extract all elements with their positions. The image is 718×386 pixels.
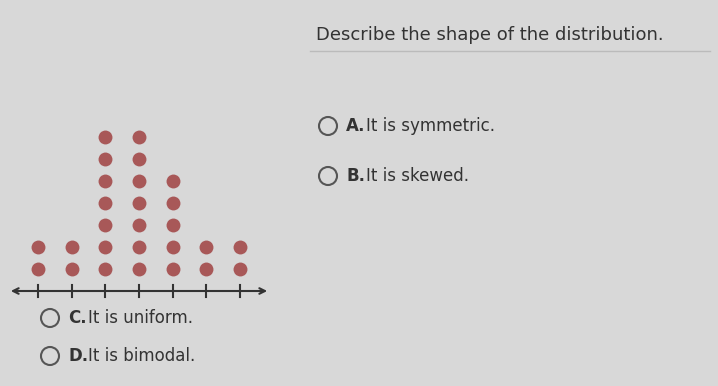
Text: Describe the shape of the distribution.: Describe the shape of the distribution. (316, 26, 664, 44)
Text: C.: C. (68, 309, 87, 327)
Text: It is symmetric.: It is symmetric. (366, 117, 495, 135)
Text: It is uniform.: It is uniform. (88, 309, 193, 327)
Text: It is bimodal.: It is bimodal. (88, 347, 195, 365)
Text: It is skewed.: It is skewed. (366, 167, 469, 185)
Text: D.: D. (68, 347, 88, 365)
Text: A.: A. (346, 117, 365, 135)
Text: B.: B. (346, 167, 365, 185)
